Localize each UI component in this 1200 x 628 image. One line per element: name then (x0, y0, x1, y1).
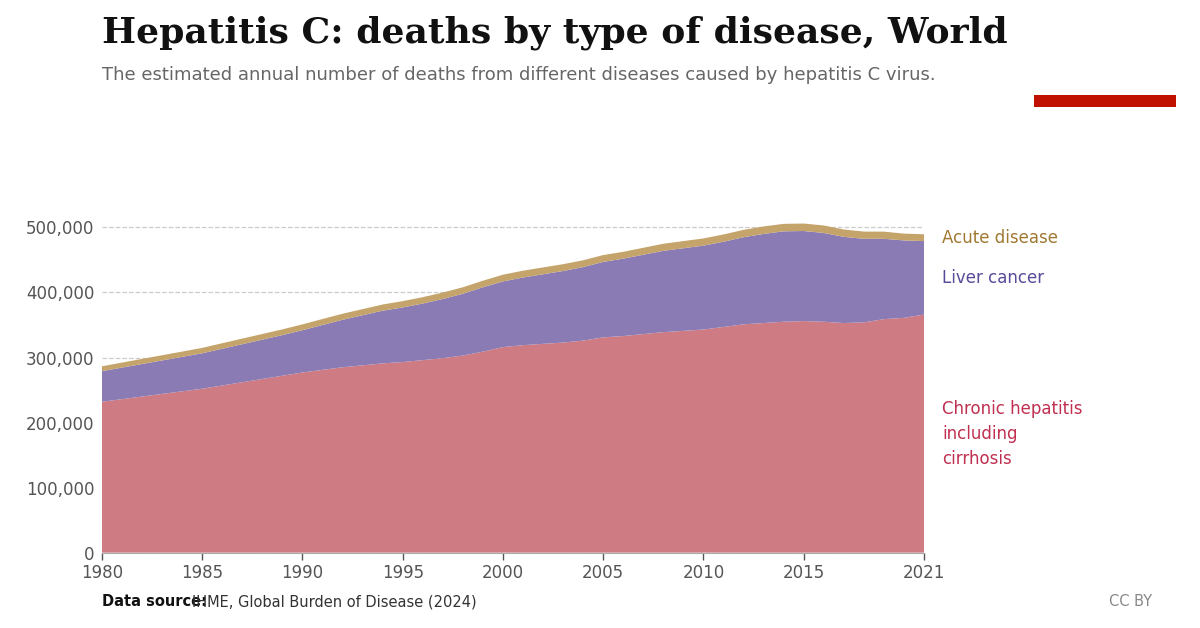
Bar (1034, 95, 1176, 107)
Text: in Data: in Data (1076, 63, 1134, 77)
Text: The estimated annual number of deaths from different diseases caused by hepatiti: The estimated annual number of deaths fr… (102, 66, 936, 84)
Text: Liver cancer: Liver cancer (942, 269, 1044, 287)
Text: Our World: Our World (1066, 38, 1145, 52)
Text: Acute disease: Acute disease (942, 229, 1058, 247)
Text: CC BY: CC BY (1109, 594, 1152, 609)
Text: IHME, Global Burden of Disease (2024): IHME, Global Burden of Disease (2024) (192, 594, 476, 609)
Text: Data source:: Data source: (102, 594, 208, 609)
Text: Hepatitis C: deaths by type of disease, World: Hepatitis C: deaths by type of disease, … (102, 16, 1008, 50)
Text: Chronic hepatitis
including
cirrhosis: Chronic hepatitis including cirrhosis (942, 399, 1082, 468)
